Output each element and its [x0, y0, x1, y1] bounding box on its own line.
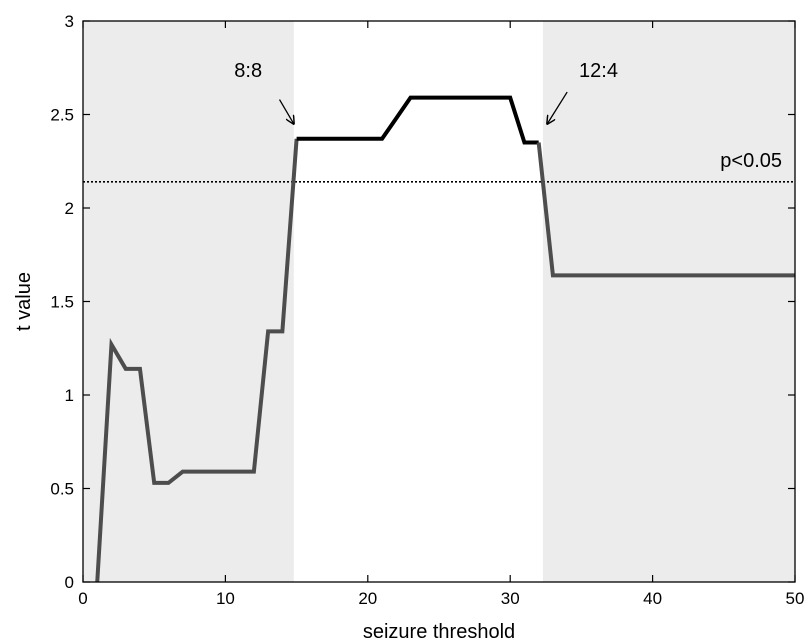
y-tick-label: 1.5	[50, 293, 74, 312]
annotation-label-2: 12:4	[579, 60, 618, 82]
x-tick-label: 0	[78, 589, 87, 608]
y-tick-label: 2.5	[50, 106, 74, 125]
shaded-region-2	[542, 21, 795, 582]
y-tick-label: 0	[65, 573, 74, 592]
series-line-2	[296, 95, 539, 145]
shaded-regions	[83, 21, 795, 582]
series-layer	[95, 95, 795, 583]
annotation-arrow-2	[547, 91, 568, 124]
y-axis-label: t value	[13, 272, 35, 331]
x-tick-label: 50	[786, 589, 805, 608]
annotation-label-1: 8:8	[234, 60, 262, 82]
threshold-label: p<0.05	[720, 150, 782, 172]
series-line-3	[536, 142, 795, 278]
annotations: 8:8 12:4	[234, 60, 618, 124]
x-axis-label: seizure threshold	[363, 621, 515, 642]
y-tick-label: 1	[65, 386, 74, 405]
y-tick-label: 0.5	[50, 480, 74, 499]
x-tick-label: 10	[216, 589, 235, 608]
y-tick-label: 2	[65, 199, 74, 218]
annotation-arrow-1	[278, 99, 294, 124]
y-tick-label: 3	[65, 12, 74, 31]
x-tick-label: 30	[501, 589, 520, 608]
series-line-1	[95, 138, 299, 583]
ticks: 0 10 20 30 40 50 0 0.5 1 1.5 2 2.5 3	[50, 12, 804, 608]
shaded-region-1	[83, 21, 294, 582]
x-tick-label: 20	[358, 589, 377, 608]
x-tick-label: 40	[643, 589, 662, 608]
